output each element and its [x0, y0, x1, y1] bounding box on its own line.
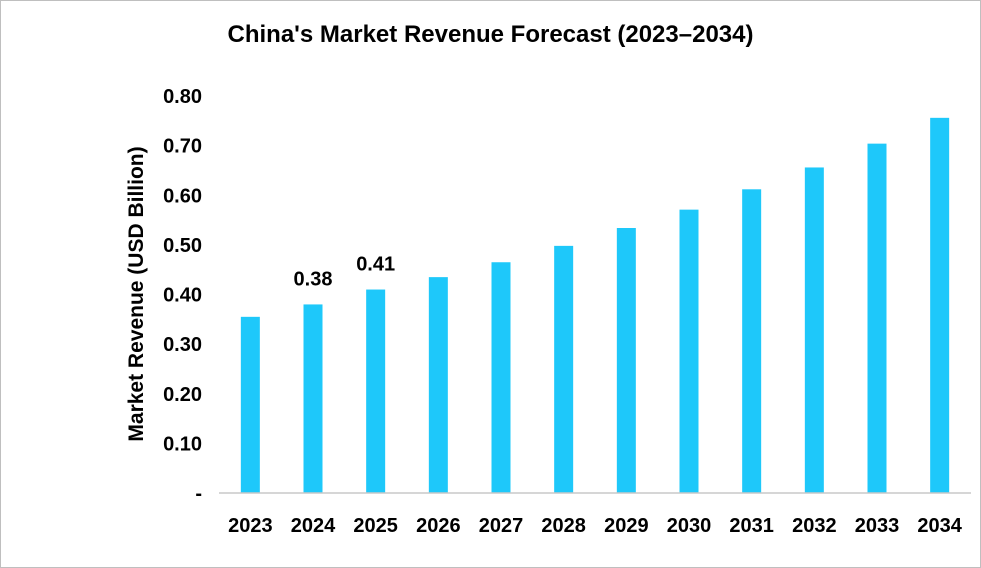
bar-2025 [366, 289, 386, 493]
y-tick-label: 0.30 [163, 334, 202, 356]
data-label-2025: 0.41 [356, 254, 395, 276]
x-tick-label: 2028 [541, 515, 586, 537]
x-axis-ticks: 2023 2024 2025 2026 2027 2028 2029 2030 2031 2032… [228, 515, 963, 537]
bar-2027 [491, 262, 511, 493]
x-tick-label: 2031 [729, 515, 774, 537]
bar-2024 [303, 304, 323, 493]
x-tick-label: 2026 [416, 515, 461, 537]
x-tick-label: 2023 [228, 515, 273, 537]
y-tick-label: 0.70 [163, 136, 202, 158]
x-tick-label: 2032 [792, 515, 837, 537]
y-tick-label: 0.80 [163, 86, 202, 108]
y-axis-ticks: - 0.10 0.20 0.30 0.40 0.50 0.60 0.70 0.80 [163, 86, 202, 505]
x-tick-label: 2033 [855, 515, 900, 537]
bar-2026 [428, 277, 448, 493]
bars [240, 117, 950, 494]
bar-2023 [240, 316, 260, 493]
x-tick-label: 2034 [917, 515, 962, 537]
x-tick-label: 2030 [667, 515, 712, 537]
y-tick-label: 0.10 [163, 433, 202, 455]
y-tick-label: 0.60 [163, 185, 202, 207]
bar-2029 [616, 228, 636, 493]
y-tick-label: 0.40 [163, 285, 202, 307]
y-tick-label: - [195, 483, 202, 505]
bar-2031 [742, 189, 762, 494]
bar-2030 [679, 209, 699, 494]
y-tick-label: 0.50 [163, 235, 202, 257]
bar-2028 [554, 245, 574, 493]
data-label-2024: 0.38 [294, 268, 333, 290]
bar-2033 [867, 143, 887, 493]
x-tick-label: 2024 [291, 515, 336, 537]
chart-title: China's Market Revenue Forecast (2023–20… [227, 21, 754, 48]
x-tick-label: 2025 [353, 515, 398, 537]
bar-2032 [804, 167, 824, 493]
x-tick-label: 2029 [604, 515, 649, 537]
x-tick-label: 2027 [479, 515, 524, 537]
data-labels: 0.38 0.41 [294, 254, 396, 291]
y-tick-label: 0.20 [163, 384, 202, 406]
bar-2034 [930, 117, 950, 494]
y-axis-label: Market Revenue (USD Billion) [125, 146, 148, 441]
